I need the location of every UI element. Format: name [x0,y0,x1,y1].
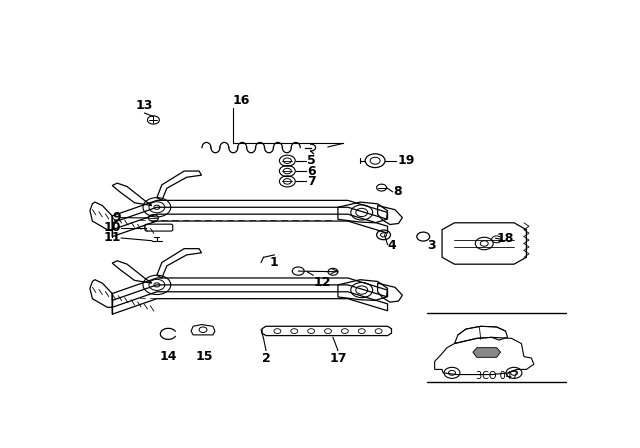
Text: 5: 5 [307,154,316,167]
Text: 7: 7 [307,175,316,188]
Text: 9: 9 [113,211,121,224]
Text: 16: 16 [233,94,250,107]
Text: 6: 6 [307,164,316,177]
Text: 11: 11 [104,232,121,245]
Text: 1: 1 [270,255,279,268]
Text: 14: 14 [159,350,177,363]
Text: 17: 17 [329,352,347,365]
Text: 19: 19 [397,154,415,167]
Text: 4: 4 [388,239,396,252]
Polygon shape [473,348,500,358]
Text: 10: 10 [104,221,121,234]
Text: 12: 12 [313,276,331,289]
Text: 15: 15 [195,350,212,363]
Text: 8: 8 [394,185,402,198]
Text: 3: 3 [428,239,436,252]
Text: 13: 13 [136,99,153,112]
Text: 2: 2 [262,352,270,365]
Text: 18: 18 [497,232,514,245]
Text: 3CO 047: 3CO 047 [476,371,518,381]
